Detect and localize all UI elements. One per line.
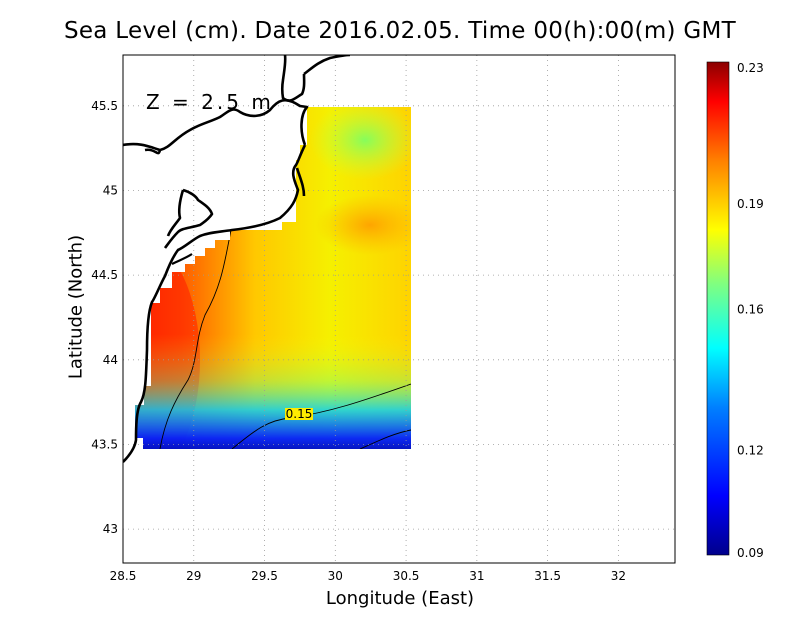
x-tick-label: 30.5 bbox=[393, 569, 420, 583]
x-tick-label: 29 bbox=[186, 569, 201, 583]
y-tick-label: 45 bbox=[103, 183, 118, 197]
y-tick-labels: 43 43.5 44 44.5 45 45.5 bbox=[91, 99, 118, 536]
x-tick-label: 31 bbox=[469, 569, 484, 583]
depth-label: Z = 2.5 m bbox=[146, 90, 274, 114]
plot-border bbox=[122, 54, 676, 564]
x-tick-label: 29.5 bbox=[251, 569, 278, 583]
colorbar-tick-label: 0.16 bbox=[737, 303, 764, 317]
x-tick-label: 28.5 bbox=[110, 569, 137, 583]
y-tick-label: 44 bbox=[103, 353, 118, 367]
x-tick-labels: 28.5 29 29.5 30 30.5 31 31.5 32 bbox=[110, 569, 626, 583]
x-axis-label-text: Longitude (East) bbox=[325, 588, 475, 609]
contour-label: 0.15 bbox=[286, 407, 313, 421]
y-tick-label: 45.5 bbox=[91, 99, 118, 113]
coastline-detail bbox=[171, 253, 193, 265]
coastline bbox=[123, 55, 351, 463]
x-tick-label: 32 bbox=[611, 569, 626, 583]
contour-label-bg bbox=[285, 408, 313, 420]
chart-title: Sea Level (cm). Date 2016.02.05. Time 00… bbox=[63, 18, 737, 44]
y-tick-label: 44.5 bbox=[91, 268, 118, 282]
colorbar-tick-labels: 0.09 0.12 0.16 0.19 0.23 bbox=[737, 61, 764, 560]
grid-lines bbox=[123, 55, 675, 563]
x-tick-label: 31.5 bbox=[534, 569, 561, 583]
colorbar-tick-label: 0.19 bbox=[737, 197, 764, 211]
y-tick-label: 43.5 bbox=[91, 437, 118, 451]
colorbar-tick-label: 0.12 bbox=[737, 443, 764, 457]
x-tick-label: 30 bbox=[328, 569, 343, 583]
colorbar-tick-label: 0.09 bbox=[737, 546, 764, 560]
y-tick-label: 43 bbox=[103, 522, 118, 536]
y-axis-label: Latitude (North) bbox=[65, 234, 87, 380]
colorbar bbox=[706, 61, 730, 556]
x-axis-label: Longitude (East) bbox=[0, 588, 800, 609]
colorbar-tick-label: 0.23 bbox=[737, 61, 764, 75]
